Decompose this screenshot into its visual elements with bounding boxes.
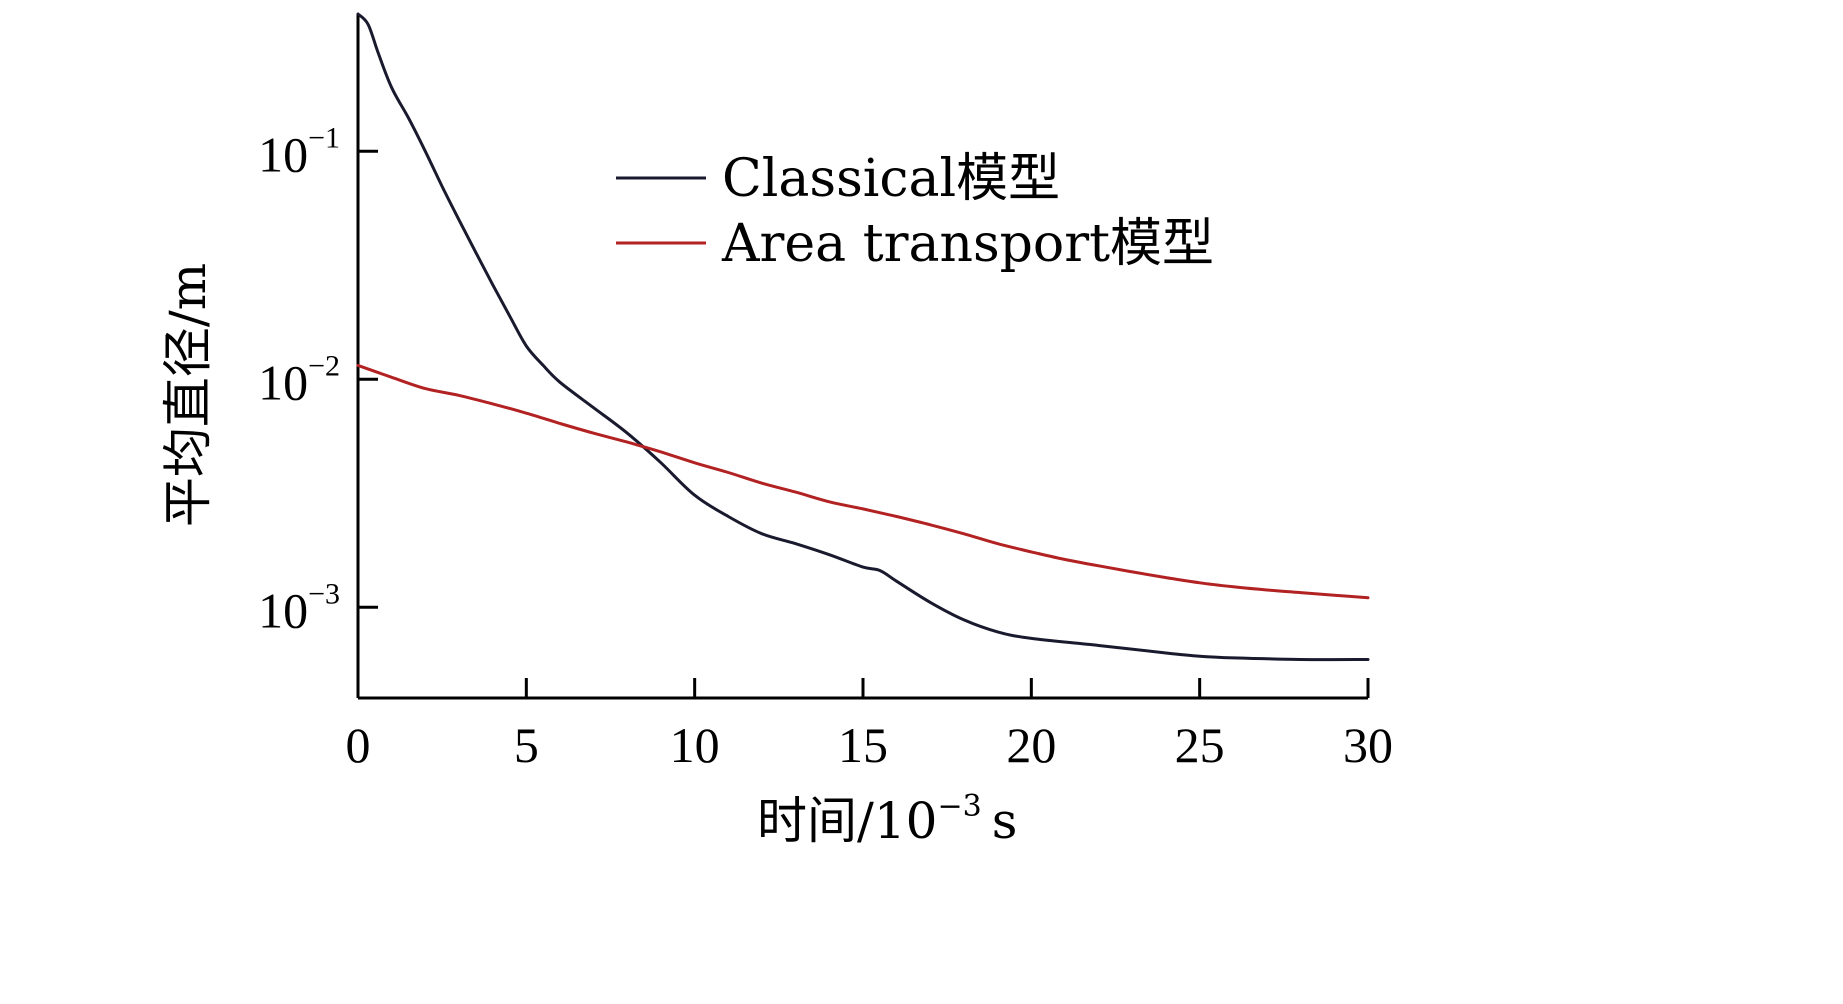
y-tick-label: 10−1: [258, 121, 340, 182]
x-axis-title: 时间/10−3 s: [757, 789, 1017, 850]
y-ticks: 10−1 10−2 10−3: [258, 121, 378, 638]
x-ticks: 0 5 10 15 20 25 30: [346, 678, 1393, 773]
series-line-classical: [356, 12, 1370, 662]
x-axis-title-text: 时间/10: [757, 792, 937, 850]
legend: Classical模型 Area transport模型: [616, 149, 1214, 274]
x-tick-label: 0: [346, 717, 371, 773]
x-tick-label: 25: [1175, 717, 1225, 773]
y-tick-label: 10−3: [258, 577, 340, 638]
x-tick-label: 5: [514, 717, 539, 773]
x-tick-label: 30: [1343, 717, 1393, 773]
x-axis-title-exponent: −3: [937, 789, 981, 824]
y-axis-title: 平均直径/m: [159, 263, 217, 527]
x-tick-label: 15: [838, 717, 888, 773]
series-layer: [356, 12, 1370, 662]
x-tick-label: 20: [1006, 717, 1056, 773]
x-axis-title-unit: s: [992, 792, 1018, 850]
y-tick-label: 10−2: [258, 349, 340, 410]
x-tick-label: 10: [670, 717, 720, 773]
legend-label-classical: Classical模型: [722, 149, 1060, 209]
legend-label-area-transport: Area transport模型: [721, 214, 1214, 274]
axes: [356, 14, 1368, 700]
series-line-area-transport: [356, 363, 1370, 600]
